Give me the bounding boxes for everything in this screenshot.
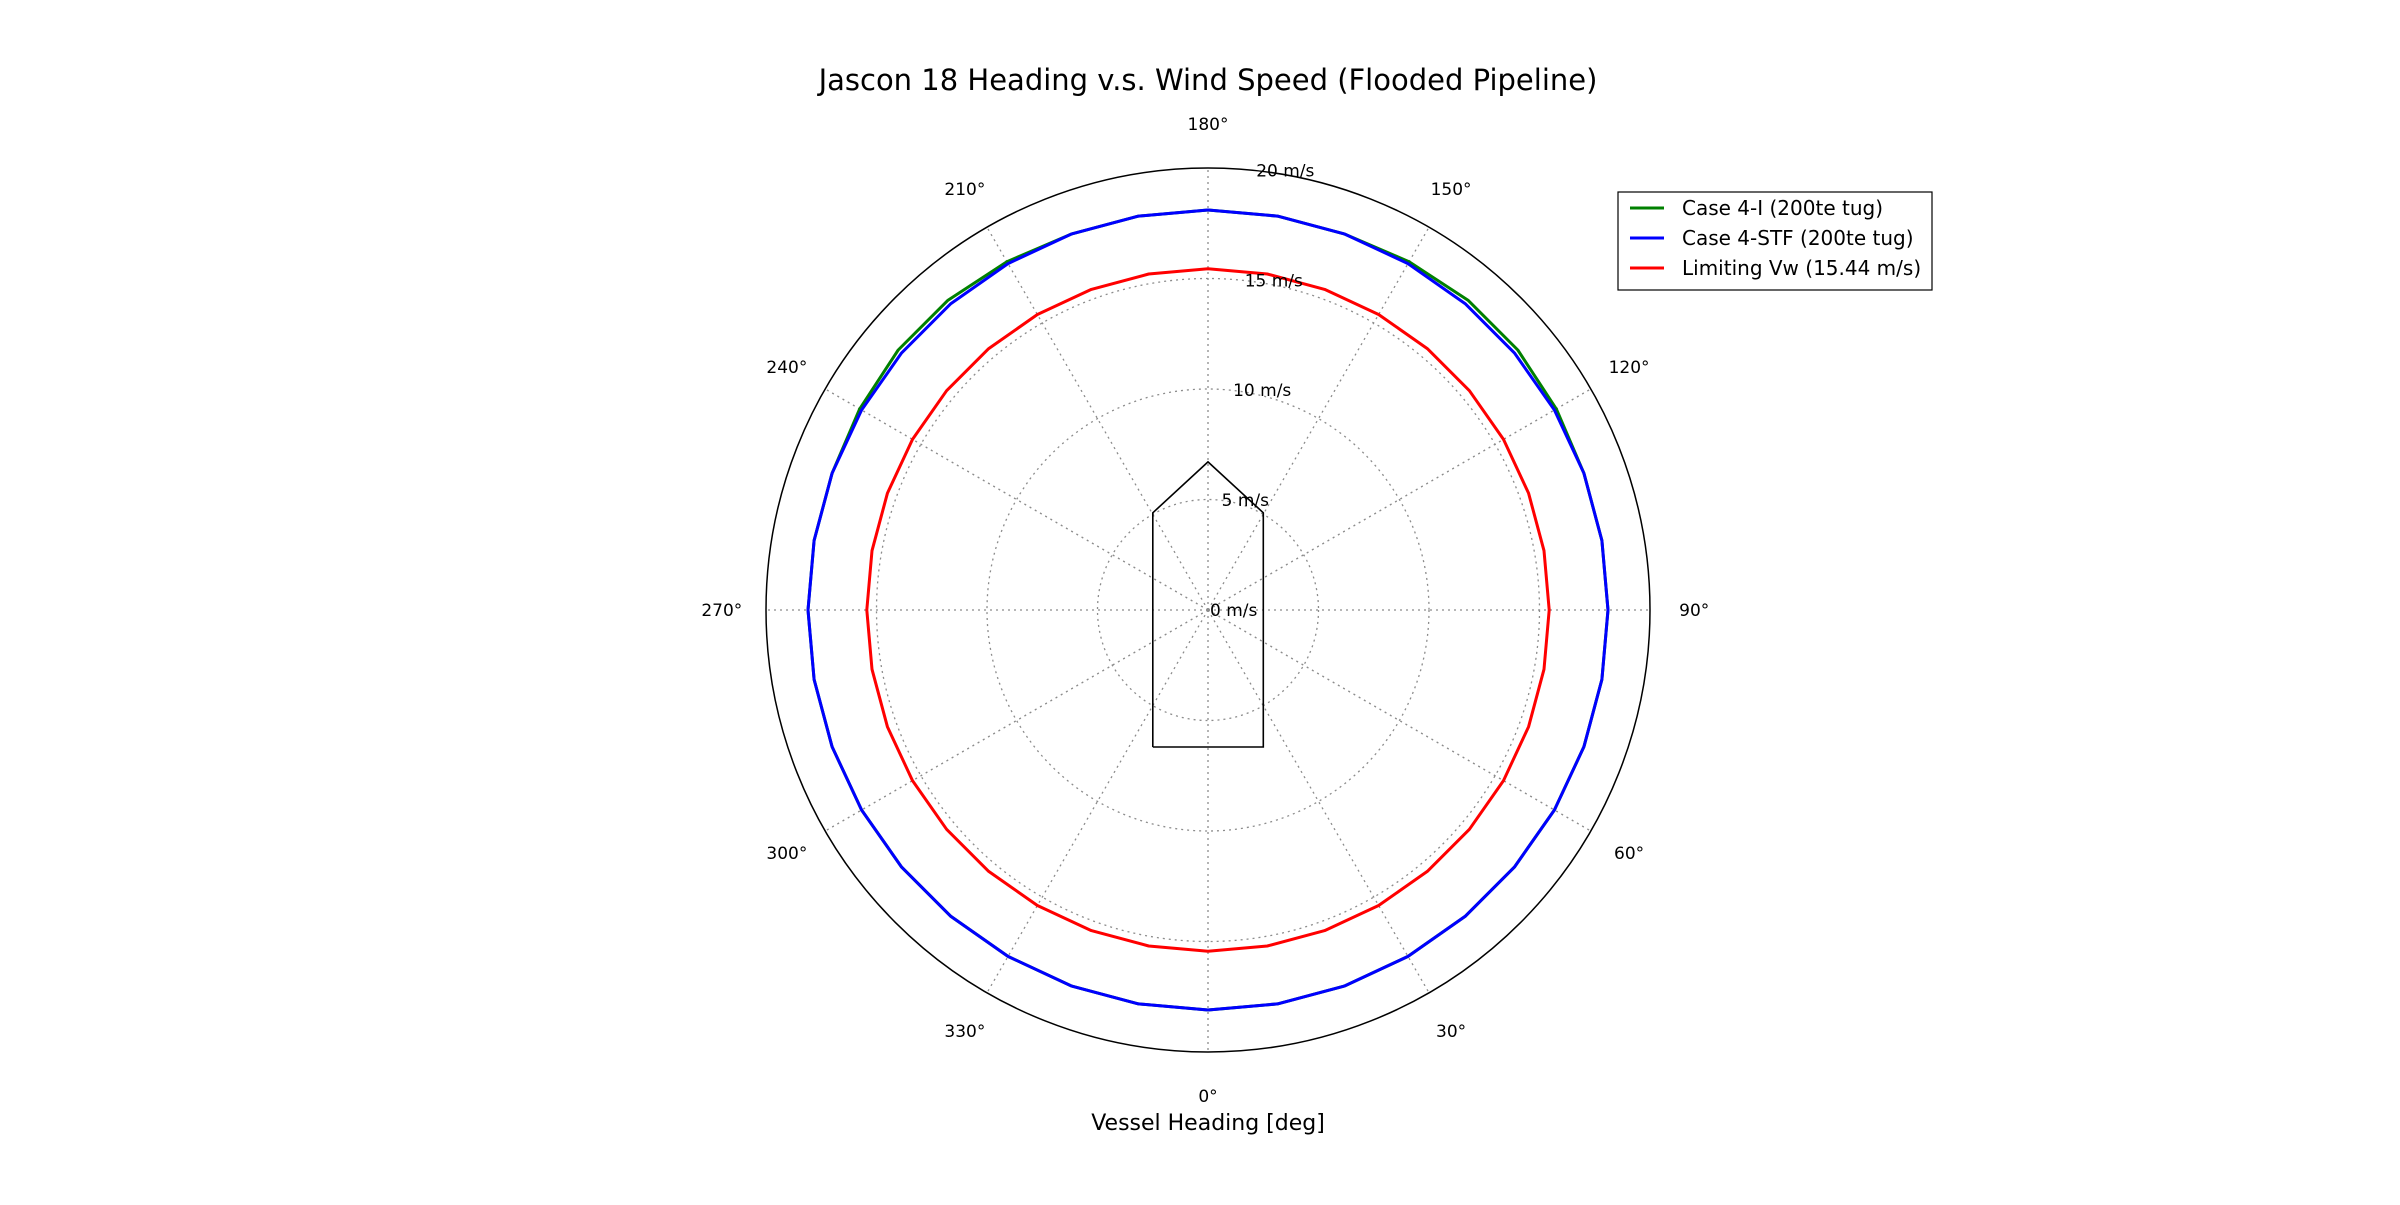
series-line-2 bbox=[865, 267, 1551, 953]
radial-tick-labels: 0 m/s 5 m/s 10 m/s 15 m/s 20 m/s bbox=[1210, 161, 1315, 621]
grid-spoke-240 bbox=[824, 388, 1209, 611]
series-lines bbox=[806, 208, 1610, 1012]
theta-tick-label: 0° bbox=[1198, 1087, 1217, 1107]
grid-circle-10 bbox=[986, 388, 1430, 832]
radial-tick-label: 0 m/s bbox=[1210, 601, 1258, 621]
polar-grid bbox=[766, 168, 1650, 1052]
radial-tick-label: 20 m/s bbox=[1256, 161, 1314, 181]
theta-tick-label: 330° bbox=[944, 1022, 985, 1042]
theta-tick-label: 60° bbox=[1614, 844, 1644, 864]
grid-spoke-30 bbox=[1207, 609, 1430, 994]
x-axis-label: Vessel Heading [deg] bbox=[1091, 1111, 1325, 1136]
theta-tick-label: 180° bbox=[1188, 115, 1229, 135]
legend-entry-1: Case 4-STF (200te tug) bbox=[1682, 226, 1914, 250]
series-line-1 bbox=[806, 208, 1610, 1012]
theta-tick-label: 30° bbox=[1436, 1022, 1466, 1042]
legend-entry-2: Limiting Vw (15.44 m/s) bbox=[1682, 256, 1921, 280]
legend-entry-0: Case 4-I (200te tug) bbox=[1682, 196, 1883, 220]
chart-title: Jascon 18 Heading v.s. Wind Speed (Flood… bbox=[817, 63, 1598, 97]
radial-tick-label: 5 m/s bbox=[1222, 491, 1270, 511]
theta-tick-label: 240° bbox=[766, 358, 807, 378]
legend: Case 4-I (200te tug) Case 4-STF (200te tu… bbox=[1617, 191, 1933, 291]
grid-spoke-150 bbox=[1207, 226, 1430, 611]
radial-tick-label: 10 m/s bbox=[1233, 381, 1291, 401]
grid-spoke-300 bbox=[824, 609, 1209, 832]
vessel-outline bbox=[1152, 460, 1265, 748]
legend-frame bbox=[1617, 191, 1933, 291]
polar-frame bbox=[765, 167, 1651, 1053]
theta-tick-label: 90° bbox=[1679, 601, 1709, 621]
theta-tick-label: 150° bbox=[1431, 180, 1472, 200]
theta-tick-label: 210° bbox=[944, 180, 985, 200]
theta-tick-label: 120° bbox=[1609, 358, 1650, 378]
grid-spoke-120 bbox=[1207, 388, 1592, 611]
theta-tick-labels: 0° 30° 60° 90° 120° 150° 180° 210° 240° 270° 300° 3… bbox=[701, 115, 1709, 1107]
grid-spoke-210 bbox=[986, 226, 1209, 611]
theta-tick-label: 270° bbox=[701, 601, 742, 621]
radial-tick-label: 15 m/s bbox=[1245, 271, 1303, 291]
grid-spoke-60 bbox=[1207, 609, 1592, 832]
grid-circle-5 bbox=[1096, 498, 1320, 722]
theta-tick-label: 300° bbox=[766, 844, 807, 864]
grid-spoke-330 bbox=[986, 609, 1209, 994]
vessel-outline-group bbox=[1152, 460, 1265, 748]
